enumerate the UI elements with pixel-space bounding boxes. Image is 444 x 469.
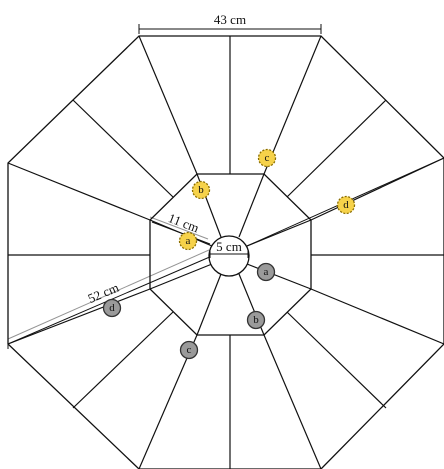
marker-yellow-d[interactable]: d <box>336 195 356 215</box>
marker-yellow-c[interactable]: c <box>257 148 277 168</box>
svg-text:c: c <box>265 152 270 164</box>
marker-gray-c[interactable]: c <box>179 340 199 360</box>
hub-circle <box>208 235 250 277</box>
hub-dimension <box>209 250 249 258</box>
marker-gray-a[interactable]: a <box>256 262 276 282</box>
svg-text:d: d <box>109 302 115 314</box>
svg-text:b: b <box>198 184 204 196</box>
spokes <box>7 35 444 469</box>
marker-gray-d[interactable]: d <box>102 298 122 318</box>
hub-label: 5 cm <box>216 239 242 254</box>
svg-text:a: a <box>264 266 269 278</box>
svg-text:b: b <box>253 314 259 326</box>
svg-text:d: d <box>343 199 349 211</box>
svg-text:c: c <box>187 344 192 356</box>
top-dimension <box>138 24 322 34</box>
marker-gray-b[interactable]: b <box>246 310 266 330</box>
short-arm-label: 11 cm <box>166 210 201 235</box>
svg-text:a: a <box>186 235 191 247</box>
hub-spokes <box>149 173 312 336</box>
outer-octagon <box>7 35 444 469</box>
top-width-label: 43 cm <box>214 12 246 27</box>
short-arm <box>149 216 211 245</box>
marker-yellow-a[interactable]: a <box>178 231 198 251</box>
marker-yellow-b[interactable]: b <box>191 180 211 200</box>
